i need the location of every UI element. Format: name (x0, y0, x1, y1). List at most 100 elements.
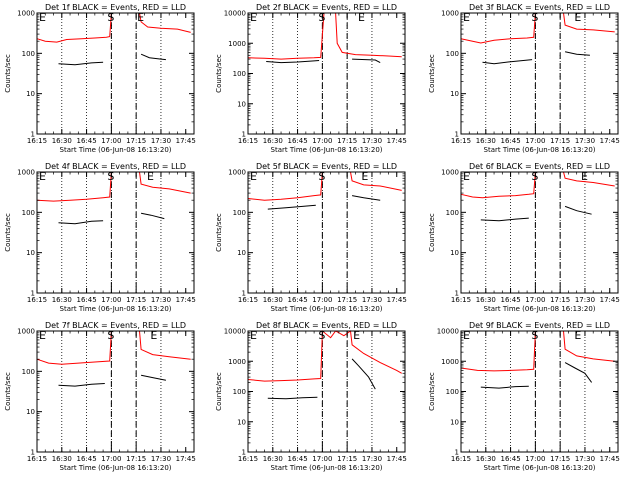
y-tick-label: 1 (242, 131, 246, 139)
series-line-events (58, 220, 104, 225)
series-line-lld (36, 330, 191, 365)
series-line-lld (460, 171, 615, 199)
panel-det-3: Det 3f BLACK = Events, RED = LLD Counts/s… (428, 3, 620, 154)
x-tick-label: 16:15 (451, 137, 471, 145)
x-tick-label: 17:30 (575, 137, 595, 145)
y-tick-label: 1 (242, 290, 246, 298)
y-tick-label: 1 (455, 449, 459, 457)
marker-label-e: E (574, 329, 581, 342)
x-axis-label: Start Time (06-Jun-08 16:13:20) (484, 305, 596, 313)
panel-title: Det 3f BLACK = Events, RED = LLD (469, 3, 610, 12)
y-tick-label: 10 (450, 418, 459, 426)
y-tick-label: 10 (237, 100, 246, 108)
x-tick-label: 16:15 (27, 455, 47, 463)
y-tick-label: 1000 (228, 40, 246, 48)
series-line-events (58, 61, 104, 66)
x-tick-label: 17:15 (550, 455, 570, 463)
x-tick-label: 16:45 (287, 137, 307, 145)
y-axis-label: Counts/sec (428, 372, 436, 411)
marker-label-left-e: E (39, 329, 46, 342)
x-tick-label: 16:30 (263, 455, 283, 463)
y-tick-label: 1000 (441, 169, 459, 177)
y-tick-label: 10 (450, 90, 459, 98)
marker-label-s: S (531, 170, 538, 183)
series-line-events (352, 195, 381, 201)
x-tick-label: 17:00 (525, 296, 545, 304)
x-tick-label: 17:00 (101, 296, 121, 304)
series-line-events (351, 358, 376, 390)
x-tick-label: 16:30 (263, 137, 283, 145)
x-tick-label: 17:45 (176, 296, 196, 304)
x-axis-label: Start Time (06-Jun-08 16:13:20) (484, 146, 596, 154)
x-tick-label: 16:30 (476, 455, 496, 463)
panel-det-7: Det 7f BLACK = Events, RED = LLD Counts/s… (4, 321, 196, 472)
x-tick-label: 16:15 (27, 137, 47, 145)
x-tick-label: 17:00 (312, 296, 332, 304)
x-axis-label: Start Time (06-Jun-08 16:13:20) (60, 464, 172, 472)
plot-frame (247, 12, 406, 135)
x-tick-label: 17:15 (126, 455, 146, 463)
x-tick-label: 16:45 (500, 137, 520, 145)
marker-label-e: E (358, 11, 365, 24)
series-line-events (140, 374, 167, 381)
panel-det-9: Det 9f BLACK = Events, RED = LLD Counts/s… (428, 321, 620, 472)
x-tick-label: 17:30 (362, 296, 382, 304)
panel-det-5: Det 5f BLACK = Events, RED = LLD Counts/s… (215, 162, 407, 313)
marker-label-left-e: E (463, 11, 470, 24)
y-axis-label: Counts/sec (428, 54, 436, 93)
y-tick-label: 10000 (224, 328, 246, 336)
y-tick-label: 1000 (17, 10, 35, 18)
x-tick-label: 17:30 (362, 137, 382, 145)
plot-frame (247, 171, 406, 294)
y-tick-label: 1 (242, 449, 246, 457)
series-line-events (352, 58, 381, 64)
series-line-events (141, 212, 165, 220)
x-tick-label: 16:15 (451, 455, 471, 463)
x-tick-label: 17:45 (600, 296, 620, 304)
y-tick-label: 100 (233, 70, 246, 78)
series-line-lld (247, 329, 402, 382)
x-tick-label: 16:45 (287, 455, 307, 463)
x-tick-label: 17:45 (176, 455, 196, 463)
y-tick-label: 1 (31, 449, 35, 457)
y-tick-label: 1 (455, 131, 459, 139)
panel-title: Det 6f BLACK = Events, RED = LLD (469, 162, 610, 171)
panel-det-6: Det 6f BLACK = Events, RED = LLD Counts/s… (428, 162, 620, 313)
x-tick-label: 17:15 (337, 296, 357, 304)
x-tick-label: 16:45 (76, 455, 96, 463)
panel-det-1: Det 1f BLACK = Events, RED = LLD Counts/s… (4, 3, 196, 154)
series-line-events (564, 51, 590, 56)
x-tick-label: 17:00 (101, 137, 121, 145)
y-tick-label: 1000 (17, 328, 35, 336)
x-tick-label: 16:30 (476, 137, 496, 145)
x-tick-label: 17:45 (600, 137, 620, 145)
series-line-events (480, 385, 529, 389)
x-tick-label: 16:15 (238, 455, 258, 463)
x-tick-label: 17:00 (101, 455, 121, 463)
x-tick-label: 17:30 (362, 455, 382, 463)
panel-title: Det 4f BLACK = Events, RED = LLD (45, 162, 186, 171)
x-axis-label: Start Time (06-Jun-08 16:13:20) (484, 464, 596, 472)
x-tick-label: 17:45 (387, 455, 407, 463)
marker-label-e: E (150, 329, 157, 342)
x-tick-label: 17:30 (575, 296, 595, 304)
x-axis-label: Start Time (06-Jun-08 16:13:20) (271, 464, 383, 472)
x-tick-label: 17:45 (600, 455, 620, 463)
x-tick-label: 17:30 (151, 137, 171, 145)
series-line-events (482, 59, 533, 65)
x-tick-label: 16:45 (76, 137, 96, 145)
panel-title: Det 7f BLACK = Events, RED = LLD (45, 321, 186, 330)
marker-label-left-e: E (39, 11, 46, 24)
x-tick-label: 17:15 (550, 137, 570, 145)
x-tick-label: 16:30 (52, 137, 72, 145)
marker-label-left-e: E (463, 170, 470, 183)
marker-label-s: S (318, 11, 325, 24)
y-tick-label: 1 (455, 290, 459, 298)
y-tick-label: 1 (31, 290, 35, 298)
marker-label-s: S (318, 329, 325, 342)
series-line-lld (36, 12, 191, 43)
x-tick-label: 17:45 (176, 137, 196, 145)
x-axis-label: Start Time (06-Jun-08 16:13:20) (271, 146, 383, 154)
x-tick-label: 17:45 (387, 296, 407, 304)
x-tick-label: 17:30 (151, 455, 171, 463)
